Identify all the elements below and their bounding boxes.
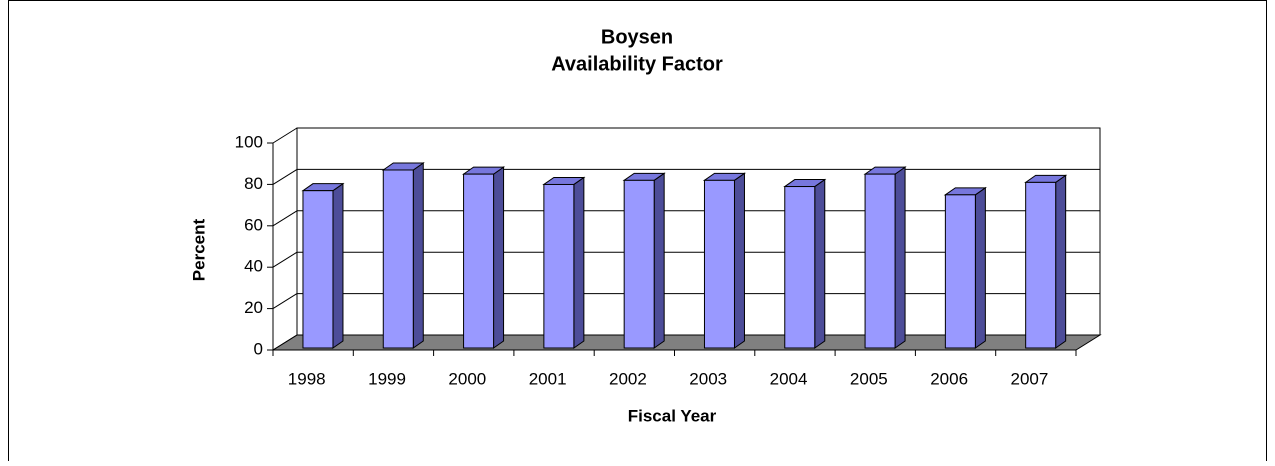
bar bbox=[944, 194, 976, 349]
x-tick-label: 2005 bbox=[850, 369, 888, 388]
y-tick-label: 60 bbox=[244, 215, 263, 234]
x-tick-label: 2007 bbox=[1011, 369, 1049, 388]
x-tick-label: 2004 bbox=[770, 369, 808, 388]
y-tick-label: 0 bbox=[254, 339, 263, 358]
x-tick-label: 2000 bbox=[448, 369, 486, 388]
bar-side bbox=[573, 176, 585, 349]
y-tick-label: 80 bbox=[244, 174, 263, 193]
chart-subtitle: Availability Factor bbox=[551, 53, 723, 75]
bar bbox=[463, 173, 495, 349]
bar-side bbox=[1055, 174, 1067, 349]
bar-side bbox=[493, 166, 505, 349]
bar-side bbox=[814, 178, 826, 349]
bar-side bbox=[653, 172, 665, 349]
bar-side bbox=[894, 166, 906, 349]
bar bbox=[703, 179, 735, 349]
bar-side bbox=[332, 182, 344, 349]
x-tick-label: 2006 bbox=[930, 369, 968, 388]
bar-side bbox=[733, 172, 745, 349]
grid-line bbox=[272, 210, 298, 227]
x-tick-label: 1998 bbox=[288, 369, 326, 388]
bar bbox=[1025, 181, 1057, 349]
x-axis-label: Fiscal Year bbox=[628, 406, 717, 425]
bar bbox=[623, 179, 655, 349]
y-tick-label: 100 bbox=[235, 132, 263, 151]
y-tick-label: 20 bbox=[244, 298, 263, 317]
bar bbox=[302, 190, 334, 349]
x-tick-label: 2002 bbox=[609, 369, 647, 388]
bar bbox=[864, 173, 896, 349]
bar-side bbox=[974, 186, 986, 349]
y-axis-label: Percent bbox=[189, 218, 208, 281]
grid-line bbox=[272, 251, 298, 268]
bar-side bbox=[412, 162, 424, 349]
grid-line bbox=[272, 334, 298, 351]
bar bbox=[784, 186, 816, 349]
bar bbox=[382, 169, 414, 349]
bar bbox=[543, 183, 575, 349]
grid-line bbox=[272, 127, 298, 144]
grid-line bbox=[272, 168, 298, 185]
x-tick-label: 1999 bbox=[368, 369, 406, 388]
x-tick-label: 2003 bbox=[689, 369, 727, 388]
chart-title: Boysen bbox=[601, 26, 673, 48]
grid-line bbox=[272, 293, 298, 310]
x-tick-label: 2001 bbox=[529, 369, 567, 388]
y-tick-label: 40 bbox=[244, 257, 263, 276]
